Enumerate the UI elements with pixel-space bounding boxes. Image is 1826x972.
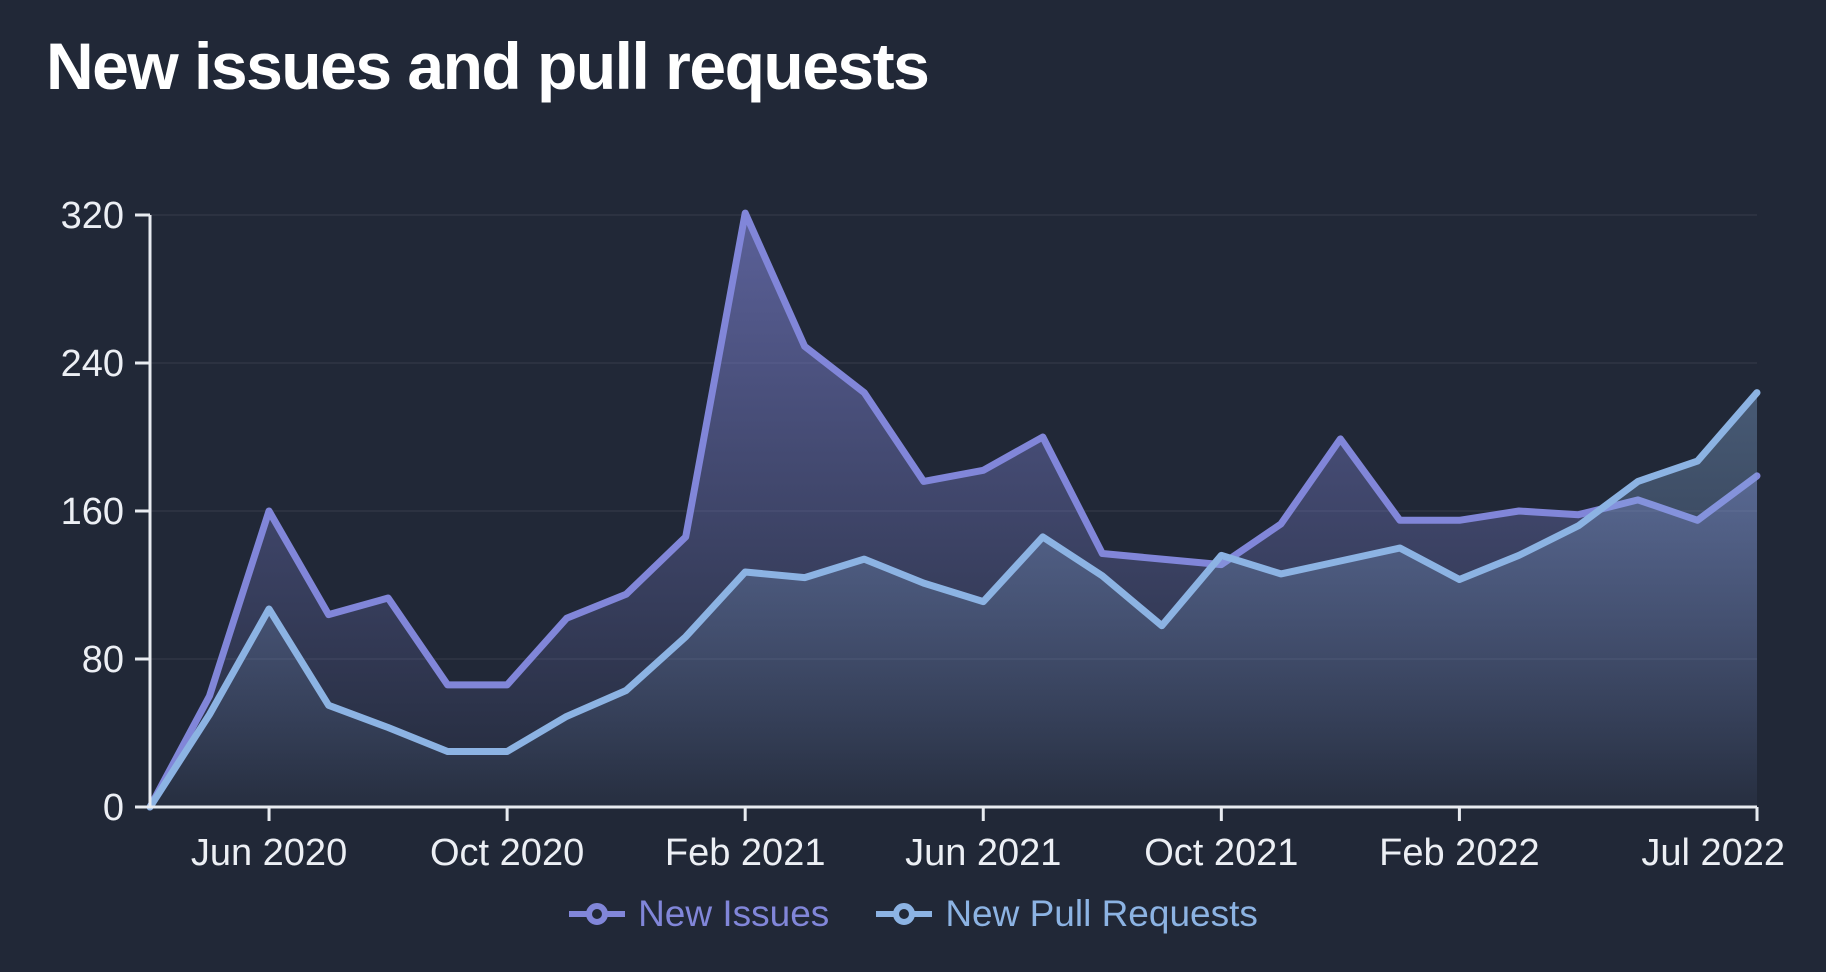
x-tick-label: Jun 2021 <box>905 832 1061 874</box>
legend-label-new-pull-requests: New Pull Requests <box>945 893 1258 934</box>
line-new-pull-requests <box>146 389 1761 811</box>
legend-ring <box>586 903 609 925</box>
y-tick-label: 80 <box>82 639 124 681</box>
x-tick-label: Jul 2022 <box>1641 832 1785 874</box>
x-tick-label: Oct 2021 <box>1144 832 1298 874</box>
line-marker-icon <box>569 903 626 925</box>
x-tick-label: Feb 2022 <box>1379 832 1540 874</box>
line-marker-icon <box>876 903 933 925</box>
y-tick-label: 160 <box>61 491 124 533</box>
legend-ring <box>893 903 916 925</box>
x-tick-label: Jun 2020 <box>191 832 347 874</box>
line-new-issues <box>146 209 1761 811</box>
y-tick-label: 320 <box>61 195 124 237</box>
chart-legend: New Issues New Pull Requests <box>0 893 1826 935</box>
chart-title: New issues and pull requests <box>46 29 930 103</box>
x-tick-label: Feb 2021 <box>665 832 826 874</box>
area-new-pull-requests <box>150 392 1757 807</box>
y-tick-label: 0 <box>103 787 124 829</box>
x-tick-label: Oct 2020 <box>430 832 584 874</box>
y-tick-label: 240 <box>61 343 124 385</box>
legend-label-new-issues: New Issues <box>638 893 830 934</box>
legend-item-new-issues[interactable]: New Issues <box>568 893 829 935</box>
legend-item-new-pull-requests[interactable]: New Pull Requests <box>875 893 1258 935</box>
